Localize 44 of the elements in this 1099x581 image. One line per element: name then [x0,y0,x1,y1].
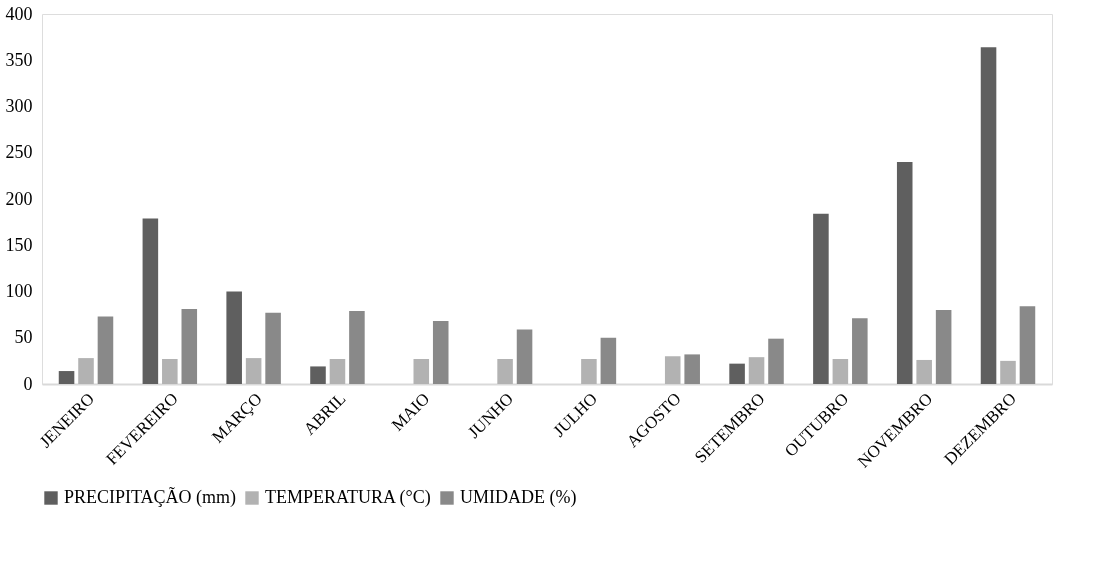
bar [916,359,932,384]
bar [413,359,430,384]
bar [896,162,913,384]
bar [729,363,745,384]
bar [497,359,513,384]
y-tick-label: 150 [5,234,33,255]
y-tick-label: 400 [5,3,33,24]
y-tick-label: 50 [14,327,33,348]
bar [329,359,346,384]
legend-label: TEMPERATURA (°C) [265,487,431,508]
bar [832,359,849,384]
bar [226,291,242,384]
bar [245,358,262,384]
legend-label: UMIDADE (%) [460,487,577,508]
bar [768,338,784,384]
bar [581,359,597,384]
bar [813,213,829,384]
bar [1019,306,1036,384]
legend-label: PRECIPITAÇÃO (mm) [64,486,237,508]
bar [58,371,75,384]
bar [852,318,868,384]
y-tick-label: 300 [5,96,33,116]
bar [265,312,281,384]
bar [684,354,700,384]
bar [935,310,952,384]
bar [349,310,365,384]
bar [310,366,326,384]
bar [78,358,94,384]
bar [980,47,997,384]
bar [748,357,765,384]
y-tick-label: 350 [5,49,33,70]
bar [664,356,681,384]
y-tick-label: 100 [5,281,33,301]
bar [162,359,178,384]
y-tick-label: 250 [5,142,33,163]
bar [432,321,449,384]
bar [1000,360,1016,384]
bar [142,218,159,384]
bar [181,309,198,384]
bar [97,316,114,384]
bar [600,337,617,384]
y-tick-label: 200 [5,188,33,209]
y-tick-label: 0 [23,373,33,394]
bar [516,329,533,384]
